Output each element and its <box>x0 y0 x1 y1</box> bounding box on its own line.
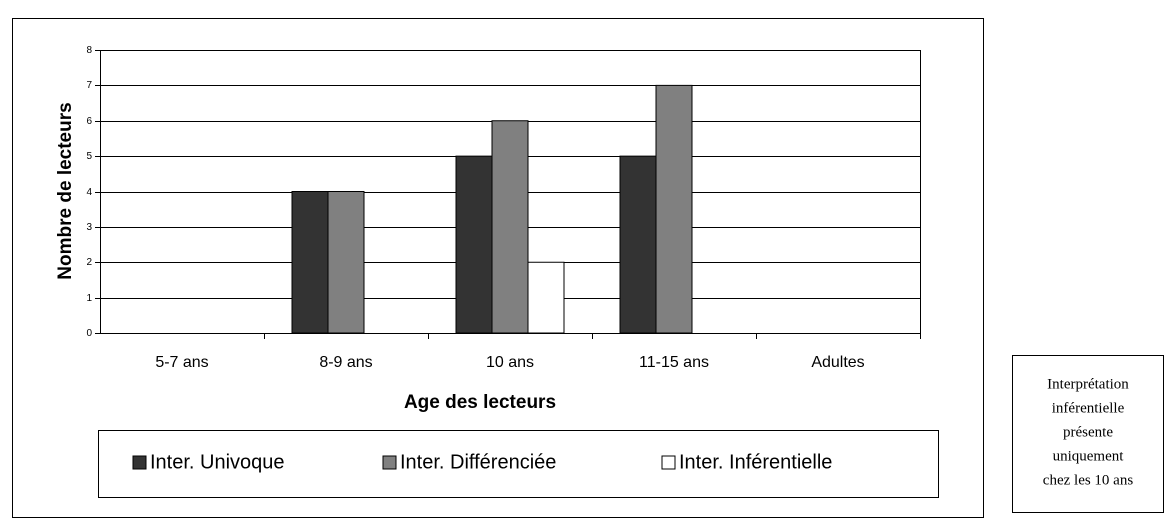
legend-label: Inter. Inférentielle <box>679 451 832 473</box>
y-tick-label: 0 <box>86 328 92 339</box>
bar <box>327 191 365 334</box>
x-axis-label: Age des lecteurs <box>404 392 556 413</box>
y-tick-label: 3 <box>86 222 92 233</box>
annotation-line: inférentielle <box>1052 400 1125 416</box>
legend-swatch <box>661 455 676 470</box>
annotation-line: uniquement <box>1053 448 1125 464</box>
legend-swatch <box>132 455 147 470</box>
bar <box>455 155 493 334</box>
x-tick-label: 11-15 ans <box>639 354 709 371</box>
legend-label: Inter. Différenciée <box>400 451 556 473</box>
annotation-line: présente <box>1063 424 1113 440</box>
annotation-line: Interprétation <box>1047 376 1129 392</box>
x-tick-label: 8-9 ans <box>319 354 372 371</box>
y-tick-label: 8 <box>86 45 92 56</box>
bar <box>655 84 693 334</box>
x-tick-label: 5-7 ans <box>155 354 208 371</box>
bar <box>527 261 565 334</box>
legend-box <box>98 430 939 498</box>
x-tick-label: Adultes <box>811 354 864 371</box>
bar <box>291 191 329 334</box>
y-axis-label: Nombre de lecteurs <box>55 102 76 279</box>
x-tick-label: 10 ans <box>486 354 534 371</box>
bar <box>619 155 657 334</box>
legend-swatch <box>382 455 397 470</box>
y-tick-label: 2 <box>86 257 92 268</box>
bar <box>491 120 529 334</box>
y-tick-label: 1 <box>86 293 92 304</box>
legend-label: Inter. Univoque <box>150 451 285 473</box>
annotation-line: chez les 10 ans <box>1043 472 1134 488</box>
y-tick-label: 5 <box>86 151 92 162</box>
y-tick-label: 6 <box>86 116 92 127</box>
annotation-box <box>1012 355 1164 513</box>
y-tick-label: 7 <box>86 80 92 91</box>
y-tick-label: 4 <box>86 187 92 198</box>
